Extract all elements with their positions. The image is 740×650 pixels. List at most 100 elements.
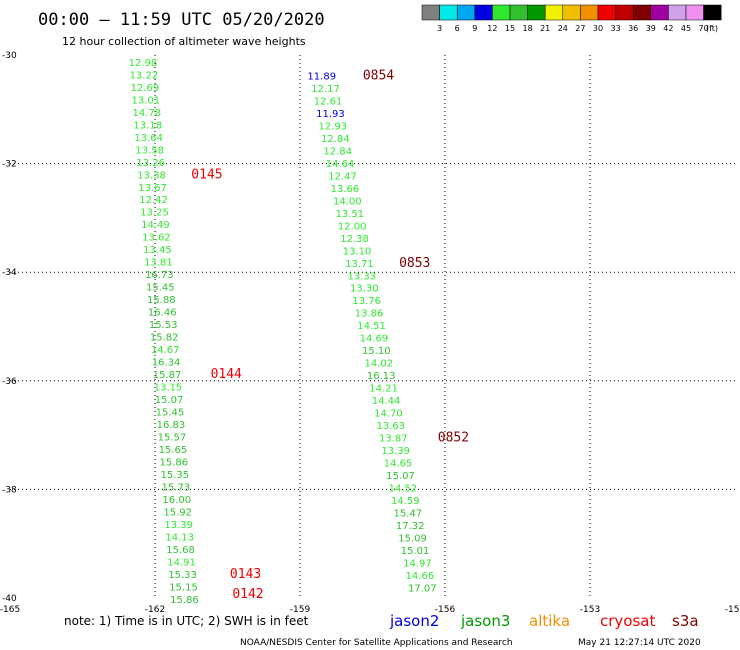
swh-value: 12.38: [340, 234, 369, 245]
mission-altika: altika: [529, 612, 570, 630]
legend-label: 15: [505, 24, 515, 33]
swh-value: 13.26: [136, 158, 165, 169]
swh-value: 16.46: [148, 308, 177, 319]
lon-tick-label: -159: [290, 605, 311, 615]
swh-value: 15.01: [401, 546, 430, 557]
credit-text: NOAA/NESDIS Center for Satellite Applica…: [240, 638, 513, 648]
legend-label: 36: [628, 24, 638, 33]
swh-value: 16.13: [367, 371, 396, 382]
legend-label: 42: [663, 24, 673, 33]
swh-value: 13.33: [348, 271, 377, 282]
swh-value: 12.42: [139, 195, 168, 206]
pass-time-label: 0853: [399, 256, 430, 271]
legend-label: 24: [558, 24, 568, 33]
swh-value: 14.78: [132, 108, 161, 119]
swh-value: 15.09: [398, 534, 427, 545]
swh-value: 14.00: [333, 196, 362, 207]
swh-value: 13.51: [335, 209, 364, 220]
swh-value: 16.73: [145, 270, 174, 281]
swh-value: 14.59: [391, 496, 420, 507]
legend-label: 45: [681, 24, 691, 33]
swh-value: 13.62: [142, 233, 171, 244]
swh-value: 15.92: [163, 507, 192, 518]
swh-value: 14.52: [389, 484, 418, 495]
legend-label: 70: [699, 24, 709, 33]
swh-value: 15.47: [393, 509, 422, 520]
swh-value: 14.70: [374, 409, 403, 420]
swh-value: 13.63: [377, 421, 406, 432]
mission-cryosat: cryosat: [600, 612, 655, 630]
swh-value: 12.93: [319, 121, 348, 132]
swh-value: 14.44: [372, 396, 401, 407]
mission-jason3: jason3: [460, 612, 510, 630]
swh-value: 13.87: [379, 434, 408, 445]
swh-value: 13.01: [131, 95, 160, 106]
swh-value: 16.34: [152, 358, 181, 369]
swh-value: 14.13: [165, 532, 194, 543]
legend-swatch: [492, 4, 511, 21]
swh-value: 13.45: [143, 245, 172, 256]
legend-swatch: [439, 4, 458, 21]
swh-value: 12.00: [338, 221, 367, 232]
legend-label: 33: [611, 24, 621, 33]
legend-swatch: [562, 4, 581, 21]
map-title: 00:00 – 11:59 UTC 05/20/2020: [38, 10, 325, 30]
swh-value: 15.45: [146, 283, 175, 294]
legend-swatch: [597, 4, 616, 21]
swh-value: 14.51: [357, 321, 386, 332]
swh-value: 13.71: [345, 259, 374, 270]
swh-value: 11.89: [307, 71, 336, 82]
swh-value: 14.91: [167, 557, 196, 568]
swh-value: 14.67: [151, 345, 180, 356]
swh-value: 12.69: [131, 83, 160, 94]
lon-tick-label: -162: [145, 605, 165, 615]
swh-value: 13.30: [350, 284, 379, 295]
legend-label: 39: [646, 24, 656, 33]
legend-label: 3: [437, 24, 442, 33]
legend-swatch: [668, 4, 687, 21]
swh-value: 16.00: [162, 495, 191, 506]
lat-lon-grid: [10, 55, 735, 598]
mission-s3a: s3a: [672, 612, 699, 630]
swh-value: 17.07: [408, 583, 437, 594]
pass-time-label: 0142: [232, 587, 263, 602]
swh-value: 14.21: [369, 384, 398, 395]
lat-tick-label: -38: [2, 485, 17, 495]
axis-ticks: -165 -162 -159 -156 -153 -150 -30 -32 -34 -36 -38 -…: [0, 51, 740, 615]
swh-value: 13.10: [343, 246, 372, 257]
swh-value: 13.38: [137, 170, 166, 181]
lat-tick-label: -36: [2, 377, 17, 387]
swh-value: 15.88: [147, 295, 176, 306]
pass-time-label: 0145: [191, 167, 222, 182]
pass-time-label: 0852: [438, 431, 469, 446]
mission-jason2: jason2: [389, 612, 439, 630]
legend-label: 27: [575, 24, 585, 33]
swh-value: 14.49: [141, 220, 170, 231]
legend-swatch: [509, 4, 528, 21]
swh-value: 12.98: [129, 58, 158, 69]
mission-legend: jason2 jason3 altika cryosat s3a: [389, 612, 699, 630]
lat-tick-label: -30: [2, 51, 17, 61]
swh-value: 14.65: [384, 459, 413, 470]
lon-tick-label: -156: [435, 605, 456, 615]
swh-value: 12.84: [323, 146, 352, 157]
legend-swatch: [632, 4, 652, 21]
legend-label: 9: [472, 24, 477, 33]
lon-tick-label: -153: [580, 605, 600, 615]
legend-swatch: [703, 4, 722, 21]
swh-value: 15.07: [386, 471, 415, 482]
lon-tick-label: -150: [725, 605, 740, 615]
swh-value: 12.47: [328, 171, 357, 182]
legend-swatch: [580, 4, 599, 21]
legend-swatch: [685, 4, 704, 21]
swh-value: 15.10: [362, 346, 391, 357]
swh-value: 12.61: [314, 96, 343, 107]
legend-swatch: [544, 4, 564, 21]
swh-value: 13.76: [352, 296, 381, 307]
legend-label: 18: [523, 24, 533, 33]
swh-value: 16.83: [157, 420, 186, 431]
swh-value: 15.53: [149, 320, 178, 331]
swh-value: 13.64: [134, 133, 163, 144]
